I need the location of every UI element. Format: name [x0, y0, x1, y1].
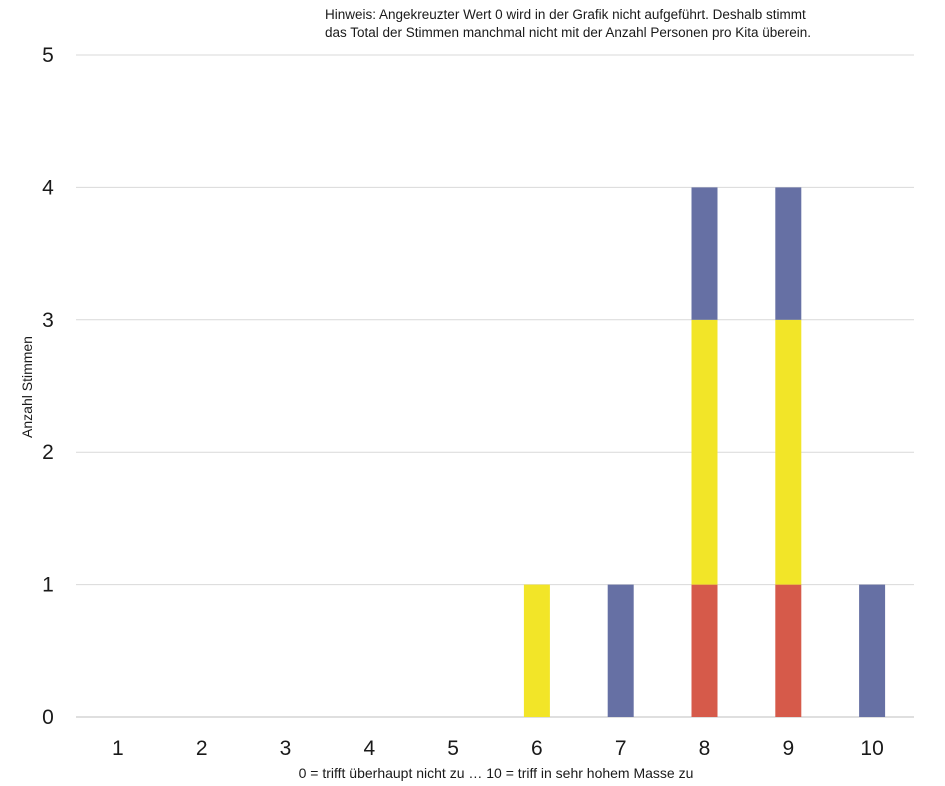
bar-segment — [775, 319, 802, 585]
bar-segment — [775, 584, 802, 717]
x-tick-label: 3 — [280, 737, 292, 760]
y-tick-label: 3 — [42, 309, 54, 332]
y-tick-label: 5 — [42, 44, 54, 67]
x-tick-label: 6 — [531, 737, 543, 760]
x-tick-label: 8 — [699, 737, 711, 760]
x-axis-label: 0 = trifft überhaupt nicht zu … 10 = tri… — [299, 765, 694, 781]
x-tick-label: 7 — [615, 737, 627, 760]
y-tick-label: 2 — [42, 441, 54, 464]
bar-segment — [859, 584, 886, 717]
bar-segment — [691, 319, 718, 585]
gridlines — [76, 54, 914, 718]
bars — [523, 187, 886, 717]
y-tick-labels: 0 1 2 3 4 5 — [42, 44, 54, 729]
x-tick-labels: 1 2 3 4 5 6 7 8 9 10 — [112, 737, 884, 760]
y-tick-label: 1 — [42, 574, 54, 597]
chart-note-line-2: das Total der Stimmen manchmal nicht mit… — [325, 25, 811, 40]
y-tick-label: 0 — [42, 706, 54, 729]
bar-segment — [775, 187, 802, 320]
x-tick-label: 9 — [782, 737, 794, 760]
y-tick-label: 4 — [42, 176, 54, 199]
bar-segment — [523, 584, 550, 717]
x-tick-label: 5 — [447, 737, 459, 760]
y-axis-label: Anzahl Stimmen — [19, 336, 35, 438]
x-tick-label: 2 — [196, 737, 208, 760]
chart-note-line-1: Hinweis: Angekreuzter Wert 0 wird in der… — [325, 7, 806, 22]
x-tick-label: 10 — [860, 737, 883, 760]
bar-segment — [607, 584, 634, 717]
bar-segment — [691, 187, 718, 320]
x-tick-label: 1 — [112, 737, 124, 760]
bar-segment — [691, 584, 718, 717]
chart-note: Hinweis: Angekreuzter Wert 0 wird in der… — [325, 6, 937, 42]
x-tick-label: 4 — [363, 737, 375, 760]
